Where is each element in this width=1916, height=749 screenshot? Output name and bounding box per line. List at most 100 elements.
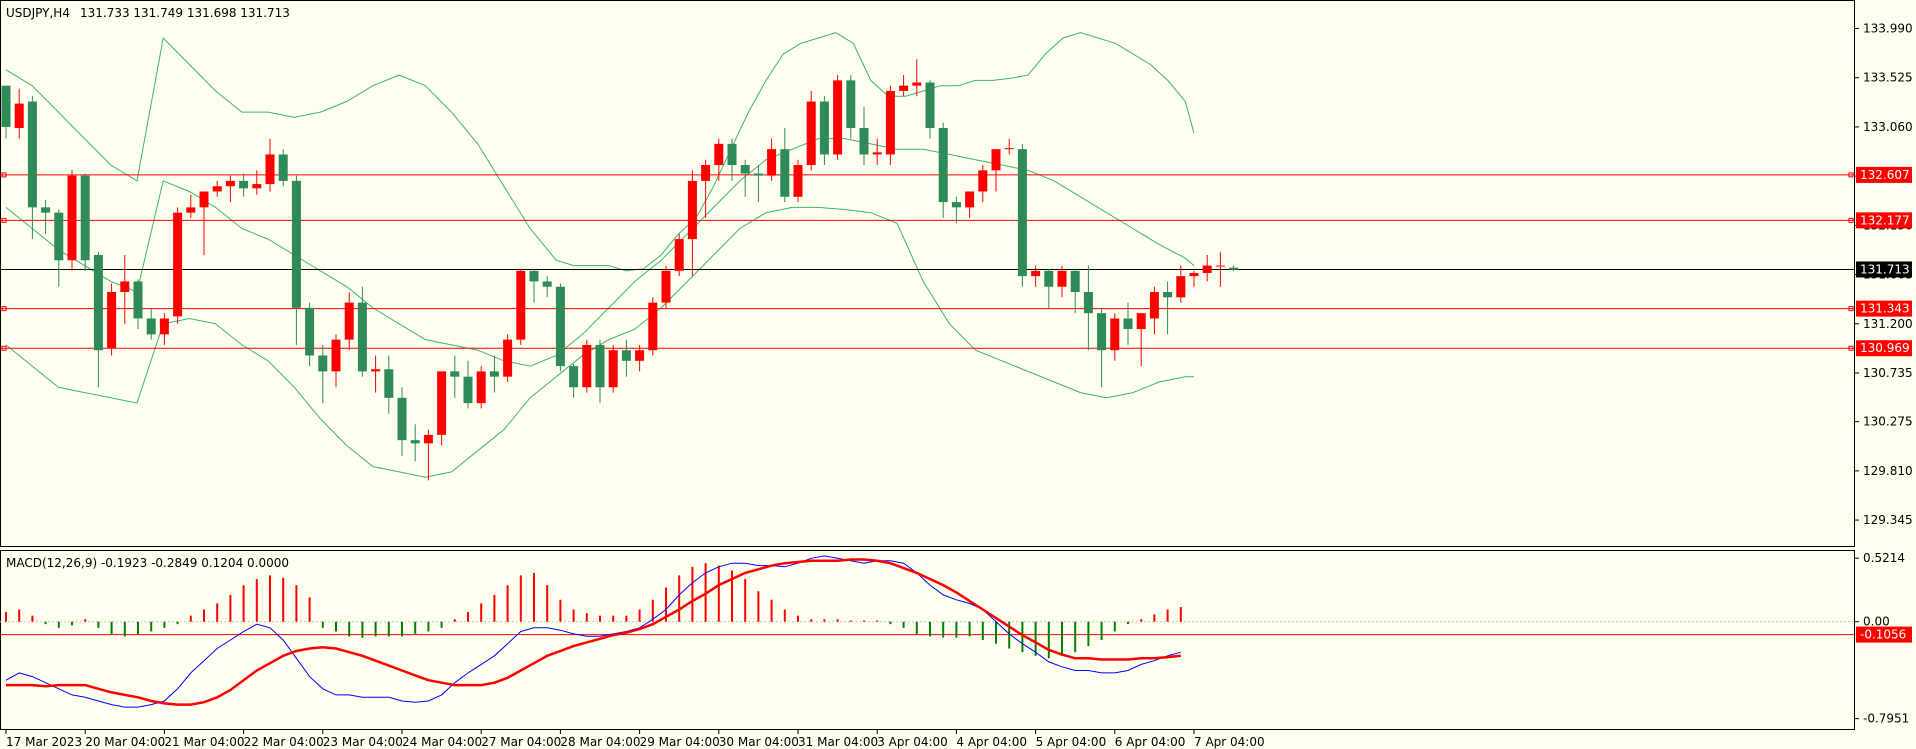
candle-body (305, 307, 315, 356)
current-price-tag-text: 131.713 (1860, 262, 1910, 276)
candle-body (423, 434, 433, 444)
level-price-tag (1856, 212, 1912, 229)
candle-body (608, 350, 618, 388)
time-tick-label: 24 Mar 04:00 (402, 735, 482, 749)
time-tick-label: 3 Apr 04:00 (877, 735, 948, 749)
candle-body (1229, 267, 1239, 270)
macd-panel[interactable]: -0.1056 0.5214 0.00 -0.7951 MACD(12,26,9) … (0, 550, 1912, 730)
candle-body (120, 281, 130, 293)
chart-header: USDJPY,H4 131.733 131.749 131.698 131.713 (6, 6, 290, 20)
time-axis: 17 Mar 2023 20 Mar 04:00 21 Mar 04:00 22 Ma… (5, 730, 1265, 749)
macd-lines (5, 555, 1181, 708)
candle-body (687, 180, 697, 240)
candle-body (278, 154, 288, 181)
candle-body (819, 101, 829, 155)
candle-body (1031, 270, 1041, 277)
candle-body (701, 165, 711, 181)
price-panel[interactable]: 133.990133.525133.060132.595132.130131.6… (0, 0, 1913, 547)
candle-body (859, 127, 869, 155)
price-tick-label: 133.990 (1863, 22, 1913, 36)
macd-signal-line (6, 558, 1181, 706)
candle-body (925, 82, 935, 128)
candle-body (1097, 313, 1107, 351)
candle-body (740, 165, 750, 174)
candle-body (621, 350, 631, 361)
price-tick-label: 130.275 (1863, 415, 1913, 429)
candle-body (846, 80, 856, 128)
macd-tick-label: 0.00 (1863, 615, 1890, 629)
candle-body (384, 369, 394, 398)
candle-body (331, 339, 341, 372)
candle-body (41, 207, 51, 213)
candle-body (54, 212, 64, 261)
candle-body (318, 355, 328, 372)
candle-body (225, 180, 235, 187)
level-price-tag (1856, 300, 1912, 317)
level-handle-right (1848, 217, 1854, 223)
macd-panel-frame (0, 550, 1855, 730)
level-handle-left (1, 306, 7, 312)
level-handle-left (1, 172, 7, 178)
candle-body (1136, 313, 1146, 330)
candle-body (133, 281, 143, 319)
candle-body (489, 371, 499, 377)
level-price-tag-text: 132.177 (1860, 213, 1910, 227)
candle-body (437, 371, 447, 435)
candle-body (173, 212, 183, 317)
candle-body (595, 344, 605, 388)
level-handle-right (1848, 345, 1854, 351)
level-handle-left (1, 217, 7, 223)
time-tick-label: 23 Mar 04:00 (323, 735, 403, 749)
macd-tick-label: -0.7951 (1863, 712, 1909, 726)
time-tick-label: 17 Mar 2023 (6, 735, 82, 749)
candle-body (899, 85, 909, 91)
macd-header: MACD(12,26,9) -0.1923 -0.2849 0.1204 0.0… (6, 556, 289, 570)
candle-body (885, 90, 895, 155)
candle-body (806, 101, 816, 166)
candle-body (951, 202, 961, 208)
price-tick-label: 133.060 (1863, 120, 1913, 134)
candle-body (450, 371, 460, 377)
time-tick-label: 4 Apr 04:00 (956, 735, 1027, 749)
candle-body (753, 173, 763, 176)
candle-body (476, 371, 486, 404)
time-tick-label: 20 Mar 04:00 (85, 735, 165, 749)
candle-body (159, 318, 169, 335)
candle-body (661, 270, 671, 303)
candle-body (555, 286, 565, 367)
macd-level-tag (1856, 626, 1912, 643)
candle-body (648, 302, 658, 351)
candle-body (1215, 265, 1225, 267)
candle-body (1017, 149, 1027, 277)
candle-body (727, 143, 737, 166)
candle-body (371, 369, 381, 372)
symbol-label: USDJPY,H4 (6, 6, 70, 20)
candle-body (793, 165, 803, 197)
time-tick-label: 7 Apr 04:00 (1194, 735, 1265, 749)
price-tick-label: 133.525 (1863, 71, 1913, 85)
time-tick-label: 5 Apr 04:00 (1036, 735, 1107, 749)
candle-body (542, 281, 552, 287)
macd-axis: 0.5214 0.00 -0.7951 (1855, 551, 1909, 726)
candle-body (1110, 318, 1120, 351)
level-price-tags: 132.607 132.177 131.343 130.969 131.713 (1856, 166, 1912, 357)
candle-body (767, 149, 777, 176)
candle-body (186, 207, 196, 213)
candle-body (463, 376, 473, 404)
candle-body (1176, 276, 1186, 298)
candle-body (1083, 292, 1093, 314)
time-tick-label: 29 Mar 04:00 (640, 735, 720, 749)
candle-body (14, 103, 24, 128)
time-tick-label: 22 Mar 04:00 (244, 735, 324, 749)
level-handle-right (1848, 172, 1854, 178)
candle-body (67, 175, 77, 261)
ohlc-values: 131.733 131.749 131.698 131.713 (80, 6, 290, 20)
candle-body (938, 127, 948, 203)
macd-level-tag-text: -0.1056 (1860, 628, 1906, 642)
candle-body (1149, 292, 1159, 319)
candle-body (93, 254, 103, 351)
candle-body (291, 180, 301, 308)
candle-body (80, 175, 90, 261)
